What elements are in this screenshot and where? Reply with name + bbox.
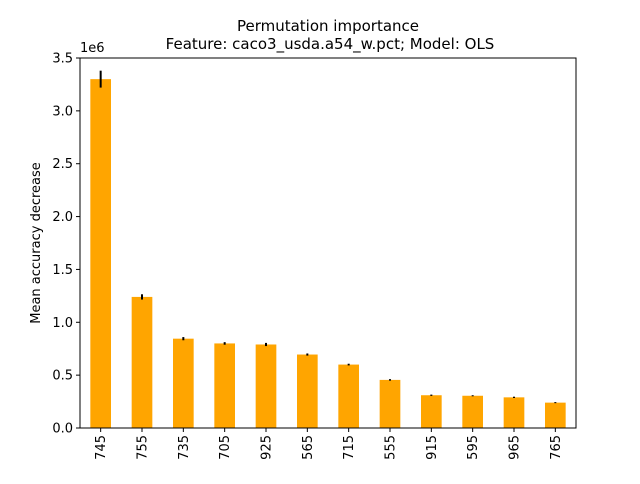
- bar-765: [545, 402, 566, 428]
- bar-915: [421, 395, 442, 428]
- plot-frame: [79, 57, 577, 429]
- y-tick-label: 2.0: [52, 210, 73, 225]
- chart-title: Permutation importance: [237, 17, 419, 35]
- chart-subtitle: Feature: caco3_usda.a54_w.pct; Model: OL…: [166, 35, 495, 54]
- x-tick-label: 715: [342, 435, 357, 460]
- x-tick-label: 765: [549, 435, 564, 460]
- y-axis-label: Mean accuracy decrease: [29, 162, 44, 324]
- x-tick-label: 965: [508, 435, 523, 460]
- plot-area: 0.0 0.5 1.0 1.5 2.0 2.5 3.0 3.5 745 755 735 705 925 5…: [52, 52, 577, 460]
- x-tick-label: 745: [94, 435, 109, 460]
- bar-735: [173, 338, 194, 428]
- bar-595: [462, 395, 483, 428]
- bar-745: [90, 79, 111, 429]
- x-tick-label: 565: [301, 435, 316, 460]
- x-tick-label: 735: [177, 435, 192, 460]
- bar-965: [503, 397, 525, 428]
- x-tick-label: 595: [466, 435, 481, 460]
- bar-755: [131, 296, 153, 428]
- bar-565: [297, 354, 318, 428]
- x-tick-label: 705: [218, 435, 233, 460]
- y-axis-offset-label: 1e6: [80, 41, 105, 56]
- y-tick-label: 3.0: [52, 104, 73, 119]
- bar-705: [214, 343, 235, 428]
- x-tick-label: 555: [384, 435, 399, 460]
- y-tick-label: 3.5: [52, 52, 73, 67]
- x-tick-label: 755: [136, 435, 151, 460]
- bar-555: [379, 379, 401, 428]
- y-tick-label: 0.0: [52, 422, 73, 437]
- y-tick-label: 2.5: [52, 157, 73, 172]
- bar-925: [255, 344, 277, 428]
- y-tick-label: 1.5: [52, 263, 73, 278]
- y-tick-label: 1.0: [52, 316, 73, 331]
- bar-715: [338, 364, 359, 428]
- x-tick-label: 925: [260, 435, 275, 460]
- x-tick-label: 915: [425, 435, 440, 460]
- y-tick-label: 0.5: [52, 369, 73, 384]
